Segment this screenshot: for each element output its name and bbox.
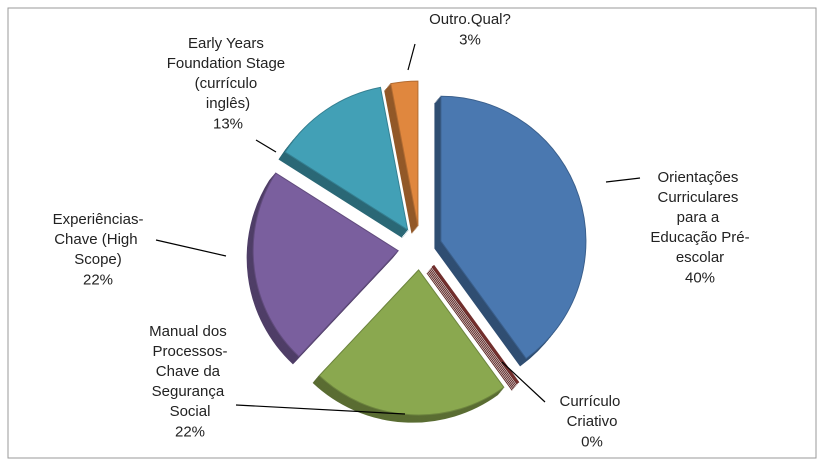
slice-label: Orientações Curriculares para a Educação… [650,169,749,266]
slice [318,269,505,416]
label-line: Social [170,403,211,420]
label-line: Experiências- [53,211,144,228]
leader-line [605,177,641,183]
value-label: 3% [459,31,481,48]
label-line: escolar [676,249,724,266]
label-line: Orientações [657,169,742,186]
label-line: (currículo [195,75,262,92]
label-line: Scope) [74,251,122,268]
value-label: 0% [581,433,603,450]
slice-label: Currículo Criativo [559,393,624,430]
value-label: 13% [213,115,243,132]
leader-line [235,404,406,415]
slice-label: Outro.Qual? [429,11,511,28]
label-line: Foundation Stage [167,55,290,72]
value-label: 22% [175,423,205,440]
leader-line [155,239,227,257]
slice [284,86,409,231]
label-line: Segurança [152,383,229,400]
label-line: Early Years [188,35,268,52]
leader-line [407,43,416,71]
slice-label: Manual dos Processos-Chave da Segurança … [149,323,231,420]
label-line: Manual dos [149,323,231,340]
slice-label: Early Years Foundation Stage (currículo … [167,35,290,112]
slice [390,80,419,227]
value-label: 40% [685,269,715,286]
leader-line [501,361,546,403]
leader-line [255,139,277,153]
label-line: Criativo [567,413,618,430]
label-line: Educação Pré- [650,229,749,246]
slice [440,95,587,360]
label-line: Curriculares [657,189,742,206]
label-line: Currículo [559,393,624,410]
label-line: para a [677,209,724,226]
slice-label: Experiências- Chave (High Scope) [53,211,144,268]
value-label: 22% [83,271,113,288]
label-line: Chave da [156,363,224,380]
label-line: Outro.Qual? [429,11,511,28]
label-line: inglês) [206,95,250,112]
slice [252,172,399,358]
label-line: Chave (High [54,231,142,248]
label-line: Processos- [152,343,227,360]
